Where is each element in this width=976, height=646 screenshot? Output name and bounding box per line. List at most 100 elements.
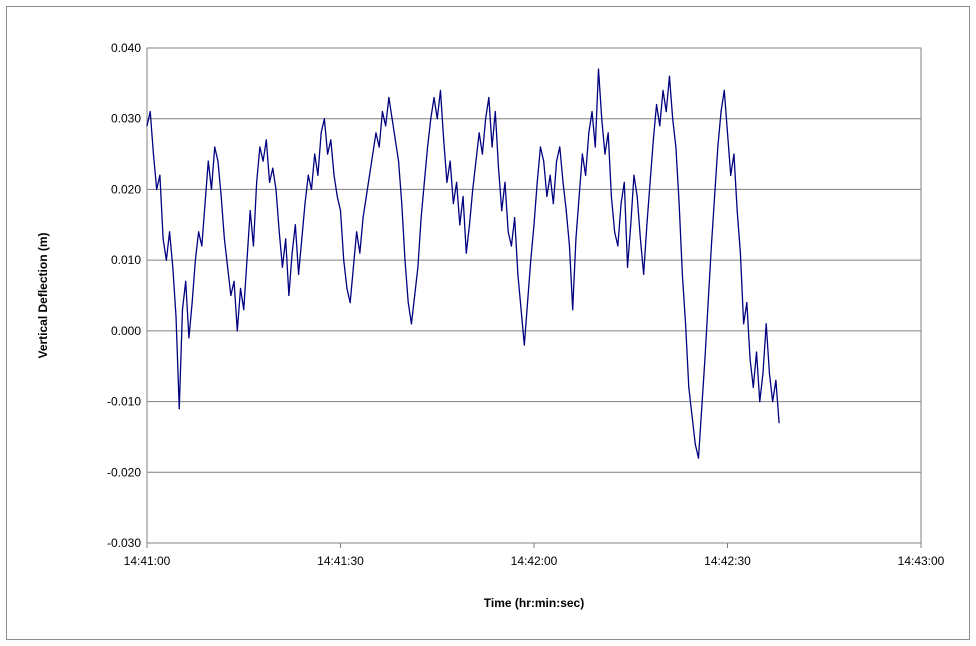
data-point: [652, 139, 654, 141]
data-point: [636, 195, 638, 198]
data-point: [726, 132, 729, 134]
data-point: [523, 344, 525, 346]
data-point: [449, 160, 451, 162]
data-point: [272, 167, 274, 169]
data-point: [488, 96, 490, 99]
data-point: [159, 174, 161, 176]
data-point: [755, 351, 758, 353]
data-point: [672, 118, 674, 120]
data-point: [626, 266, 629, 268]
y-tick-label: -0.020: [107, 465, 141, 479]
data-point: [178, 408, 180, 410]
data-point: [223, 238, 225, 240]
data-point: [436, 118, 438, 120]
data-point: [220, 195, 222, 198]
data-point: [701, 408, 703, 410]
y-tick-labels: 0.040 0.030 0.020 0.010 0.000 -0.010 -0.020 -0.…: [107, 41, 141, 550]
data-point: [759, 400, 761, 403]
data-point: [301, 238, 303, 240]
x-tick-label: 14:41:00: [124, 554, 171, 568]
data-point: [281, 266, 284, 268]
data-point: [614, 231, 616, 233]
data-point: [156, 188, 158, 191]
data-point: [617, 245, 619, 247]
data-point: [285, 238, 287, 240]
data-point: [526, 301, 529, 304]
data-point: [778, 422, 780, 424]
data-point: [236, 330, 238, 332]
data-point: [646, 224, 648, 226]
data-point: [459, 224, 461, 226]
data-point: [198, 231, 200, 233]
data-point: [746, 301, 748, 304]
data-point: [249, 210, 251, 212]
data-point: [507, 231, 509, 233]
data-point: [562, 181, 564, 183]
data-point: [720, 111, 722, 113]
data-point: [433, 96, 435, 99]
x-tick-label: 14:41:30: [317, 554, 364, 568]
y-axis-title: Vertical Deflection (m): [36, 232, 50, 358]
data-point: [378, 146, 380, 148]
y-tick-label: -0.030: [107, 536, 141, 550]
data-point: [504, 181, 506, 183]
plot-area: [146, 47, 922, 544]
data-point: [736, 210, 738, 212]
data-point: [575, 238, 577, 240]
data-point: [655, 103, 658, 106]
data-point: [478, 132, 480, 134]
data-point: [552, 202, 554, 205]
data-point: [443, 139, 445, 141]
data-point: [730, 174, 732, 176]
chart-area: 0.040 0.030 0.020 0.010 0.000 -0.010 -0.020 -0.…: [6, 6, 970, 640]
data-point: [675, 146, 677, 148]
data-point: [333, 174, 335, 176]
data-point: [510, 245, 513, 247]
data-point: [581, 153, 583, 155]
data-point: [468, 224, 471, 226]
data-point: [749, 358, 751, 360]
data-point: [252, 245, 255, 247]
data-point: [356, 231, 358, 233]
data-point: [501, 210, 503, 212]
data-point: [214, 146, 216, 148]
data-point: [330, 139, 332, 141]
data-point: [465, 252, 467, 254]
data-point: [601, 118, 603, 120]
data-point: [530, 259, 532, 261]
x-axis-title: Time (hr:min:sec): [484, 596, 584, 610]
data-point: [381, 111, 384, 113]
data-point: [259, 146, 261, 148]
x-tick-labels: 14:41:00 14:41:30 14:42:00 14:42:30 14:43:00: [124, 554, 945, 568]
data-point: [539, 146, 542, 148]
data-point: [388, 96, 390, 99]
data-point: [317, 174, 319, 176]
y-tick-label: 0.040: [111, 41, 141, 55]
data-point: [691, 415, 693, 417]
data-point: [707, 301, 709, 304]
data-point: [217, 160, 219, 162]
data-point: [310, 188, 313, 191]
data-point: [362, 217, 364, 219]
data-point: [336, 195, 338, 198]
data-point: [620, 202, 622, 205]
data-point: [475, 160, 477, 162]
data-point: [439, 89, 442, 92]
data-point: [181, 309, 184, 311]
data-point: [517, 273, 519, 275]
data-point: [327, 153, 329, 155]
data-point: [597, 68, 600, 70]
data-point: [307, 174, 309, 176]
data-point: [446, 181, 448, 183]
data-point: [594, 146, 596, 148]
data-point: [694, 443, 696, 445]
data-point: [630, 224, 632, 226]
line-chart: 0.040 0.030 0.020 0.010 0.000 -0.010 -0.020 -0.…: [36, 41, 945, 610]
data-point: [462, 195, 464, 198]
data-point: [320, 132, 322, 134]
data-point: [375, 132, 377, 134]
data-point: [665, 111, 667, 113]
data-point: [233, 280, 235, 282]
data-point: [607, 132, 609, 134]
data-point: [146, 125, 148, 127]
